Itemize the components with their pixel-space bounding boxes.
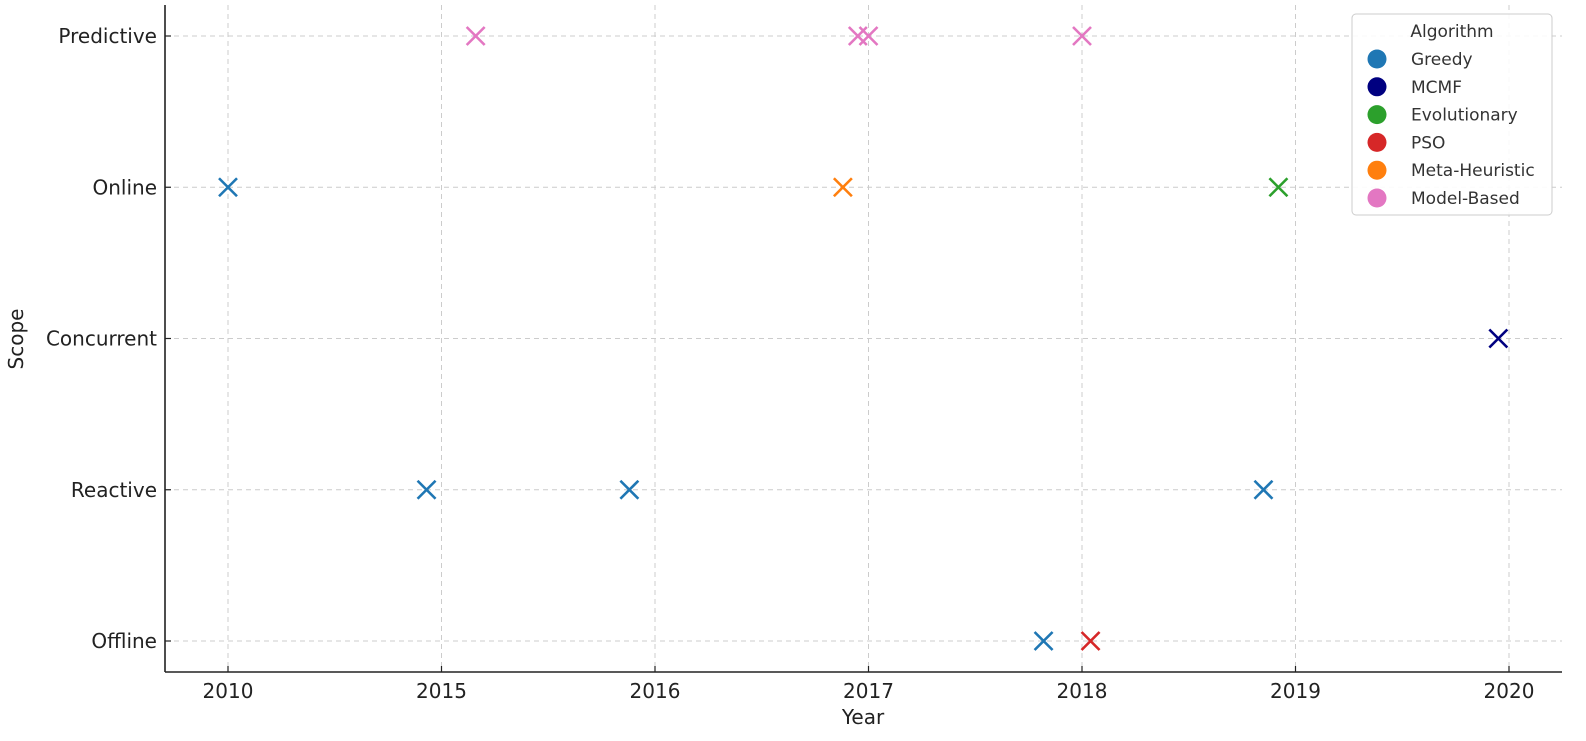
marker-stroke	[218, 177, 238, 198]
data-point	[465, 26, 486, 46]
data-point	[218, 177, 238, 198]
legend-entry: MCMF	[1367, 77, 1462, 98]
marker-stroke	[465, 26, 486, 46]
legend-entry: PSO	[1367, 132, 1445, 153]
legend-swatch	[1367, 188, 1387, 208]
legend-label: MCMF	[1411, 78, 1462, 98]
y-ticks: Offline Reactive Concurrent Online Predictiv…	[46, 24, 171, 653]
legend: Algorithm Greedy MCMF Evolutionary PSO Meta-…	[1351, 13, 1553, 216]
y-tick-label: Concurrent	[46, 327, 157, 351]
x-tick-label: 2010	[203, 679, 254, 703]
legend-entries: Greedy MCMF Evolutionary PSO Meta-Heuristic M…	[1367, 49, 1535, 209]
marker-stroke	[619, 479, 640, 500]
grid	[165, 5, 1562, 672]
x-tick-label: 2020	[1484, 679, 1535, 703]
y-tick-label: Online	[92, 175, 157, 199]
y-tick-label: Reactive	[71, 478, 157, 502]
legend-swatch	[1367, 77, 1387, 97]
data-point	[1253, 479, 1274, 500]
data-point	[619, 479, 640, 500]
legend-entry: Greedy	[1367, 49, 1473, 70]
y-axis-title: Scope	[4, 309, 28, 370]
legend-label: Evolutionary	[1411, 106, 1518, 126]
legend-entry: Evolutionary	[1367, 105, 1518, 126]
marker-stroke	[1253, 479, 1274, 500]
data-point	[832, 177, 853, 198]
legend-label: PSO	[1411, 133, 1445, 153]
legend-swatch	[1367, 160, 1387, 180]
legend-swatch	[1367, 105, 1387, 125]
x-tick-label: 2018	[1057, 679, 1108, 703]
marker-stroke	[1033, 631, 1054, 651]
y-tick-label: Offline	[91, 629, 157, 653]
marker-stroke	[832, 177, 853, 198]
marker-stroke	[416, 479, 437, 500]
legend-label: Model-Based	[1411, 189, 1520, 209]
x-tick-label: 2019	[1270, 679, 1321, 703]
legend-label: Meta-Heuristic	[1411, 161, 1535, 181]
marker-stroke	[1268, 177, 1289, 198]
marker-stroke	[1080, 631, 1101, 651]
data-point	[416, 479, 437, 500]
x-tick-label: 2015	[416, 679, 467, 703]
legend-swatch	[1367, 49, 1387, 69]
x-tick-label: 2017	[843, 679, 894, 703]
legend-label: Greedy	[1411, 50, 1473, 70]
data-point	[1080, 631, 1101, 651]
data-point	[1072, 26, 1092, 46]
x-tick-label: 2016	[630, 679, 681, 703]
legend-frame	[1351, 13, 1553, 216]
data-point	[1488, 328, 1509, 349]
marker-stroke	[1072, 26, 1092, 46]
data-point	[1033, 631, 1054, 651]
legend-title: Algorithm	[1410, 22, 1493, 42]
y-tick-label: Predictive	[58, 24, 157, 48]
marker-stroke	[858, 26, 879, 46]
x-ticks: 2010 2015 2016 2017 2018 2019 2020	[203, 666, 1535, 703]
x-axis-title: Year	[841, 705, 885, 729]
legend-swatch	[1367, 132, 1387, 152]
legend-entry: Meta-Heuristic	[1367, 160, 1535, 181]
marker-stroke	[1488, 328, 1509, 349]
data-point	[858, 26, 879, 46]
data-point	[1268, 177, 1289, 198]
legend-entry: Model-Based	[1367, 188, 1520, 209]
data-points	[218, 26, 1509, 651]
